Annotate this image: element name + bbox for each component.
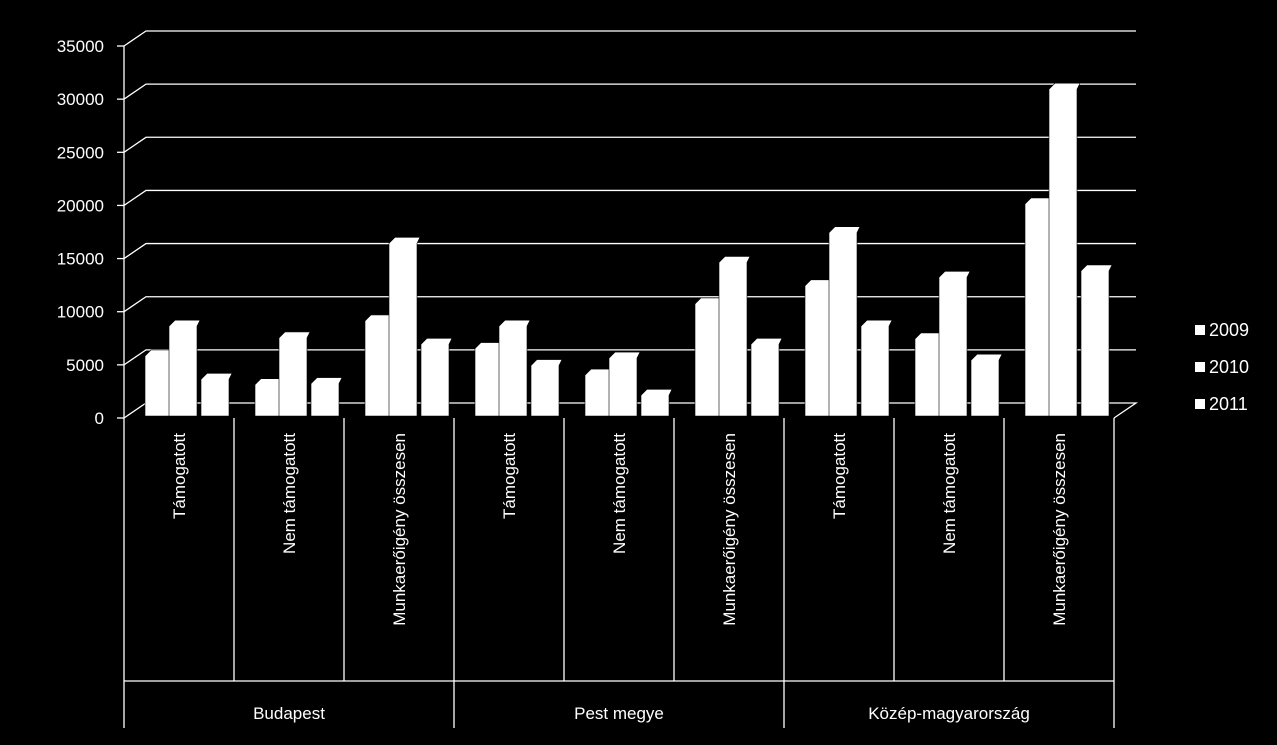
bar-2011 <box>751 338 782 416</box>
legend-swatch <box>1195 399 1205 409</box>
x-category-label: Nem támogatott <box>280 433 299 554</box>
bar-2011 <box>641 389 672 416</box>
bar-2010 <box>719 256 750 416</box>
bar-2010 <box>609 352 640 416</box>
bar-2010 <box>279 332 310 416</box>
bar-2011 <box>531 360 562 416</box>
y-tick-label: 30000 <box>57 90 104 109</box>
bar-2011 <box>201 373 232 416</box>
y-tick-label: 15000 <box>57 250 104 269</box>
bar-2010 <box>1049 83 1080 416</box>
x-category-label: Támogatott <box>500 433 519 519</box>
y-tick-label: 35000 <box>57 37 104 56</box>
y-tick-label: 5000 <box>66 356 104 375</box>
y-tick-label: 0 <box>95 409 104 428</box>
x-group-label: Pest megye <box>574 704 664 723</box>
legend-label: 2010 <box>1209 357 1249 377</box>
legend: 2009 2010 2011 <box>1195 320 1249 414</box>
bar-2010 <box>169 320 200 416</box>
bar-2011 <box>421 338 452 416</box>
legend-label: 2011 <box>1209 394 1248 414</box>
x-category-label: Nem támogatott <box>610 433 629 554</box>
bar-2011 <box>861 320 892 416</box>
bar-2010 <box>499 320 530 416</box>
y-tick-label: 20000 <box>57 196 104 215</box>
x-category-label: Munkaerőigény összesen <box>720 433 739 626</box>
x-group-label: Budapest <box>253 704 325 723</box>
bar-2011 <box>311 378 342 416</box>
bar-2011 <box>1081 265 1112 416</box>
x-category-label: Támogatott <box>170 433 189 519</box>
bar-2010 <box>829 227 860 416</box>
x-group-label: Közép-magyarország <box>868 704 1030 723</box>
bar-2010 <box>939 271 970 416</box>
bar-2010 <box>389 237 420 416</box>
x-category-label: Munkaerőigény összesen <box>390 433 409 626</box>
y-tick-label: 25000 <box>57 143 104 162</box>
y-tick-label: 10000 <box>57 303 104 322</box>
bar-2011 <box>971 354 1002 416</box>
legend-label: 2009 <box>1209 320 1249 340</box>
x-category-label: Támogatott <box>830 433 849 519</box>
x-category-label: Nem támogatott <box>940 433 959 554</box>
legend-swatch <box>1195 362 1205 372</box>
x-category-label: Munkaerőigény összesen <box>1050 433 1069 626</box>
legend-swatch <box>1195 325 1205 335</box>
